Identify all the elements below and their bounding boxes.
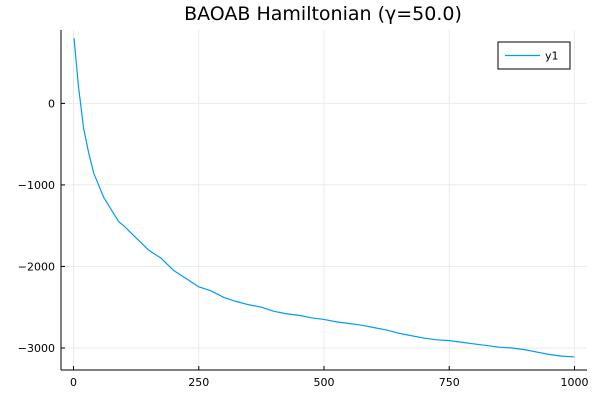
- y-tick-label-0: 0: [48, 97, 55, 110]
- y-tick-label-3: −3000: [18, 342, 55, 355]
- x-tick-label-3: 750: [439, 376, 460, 389]
- x-tick-label-2: 500: [314, 376, 335, 389]
- x-tick-label-0: 0: [70, 376, 77, 389]
- grid-lines: [61, 30, 587, 370]
- y-tick-label-1: −1000: [18, 179, 55, 192]
- legend: y1: [497, 41, 571, 70]
- axes: [60, 30, 587, 371]
- legend-label: y1: [545, 50, 559, 63]
- chart-title: BAOAB Hamiltonian (γ=50.0): [184, 3, 462, 25]
- x-tick-label-4: 1000: [560, 376, 588, 389]
- x-tick-label-1: 250: [188, 376, 209, 389]
- y-tick-label-2: −2000: [18, 260, 55, 273]
- tick-labels: 0 250 500 750 1000 0 −1000 −2000 −3000: [18, 97, 589, 389]
- series-layer: [73, 38, 575, 358]
- series-line-y1: [73, 38, 575, 358]
